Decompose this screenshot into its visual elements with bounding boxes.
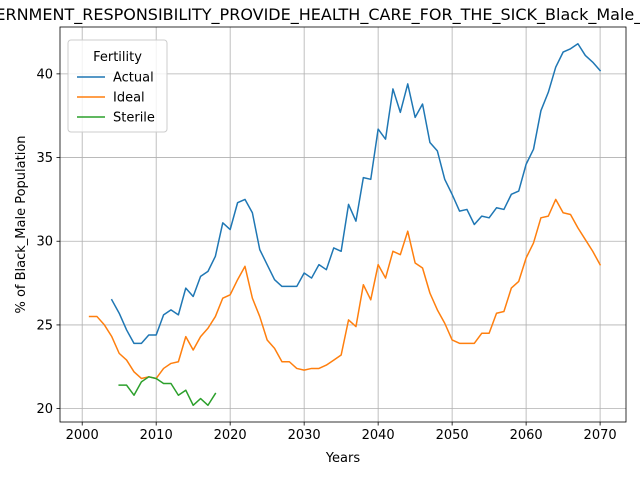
x-tick-label: 2010 [140, 428, 173, 443]
legend-items: Actual Ideal Sterile [77, 71, 155, 126]
x-tick-label: 2070 [584, 428, 617, 443]
legend-label: Ideal [113, 91, 145, 106]
y-tick-label: 30 [36, 235, 53, 250]
x-axis-label: Years [325, 451, 361, 466]
legend-label: Actual [113, 71, 154, 86]
x-tick-label: 2050 [436, 428, 469, 443]
y-tick-label: 35 [36, 151, 53, 166]
y-tick-label: 20 [36, 402, 53, 417]
series-line-actual [110, 42, 602, 345]
x-tick-label: 2040 [362, 428, 395, 443]
legend-box [67, 39, 168, 133]
y-tick-label: 40 [36, 67, 53, 82]
x-tick-label: 2030 [288, 428, 321, 443]
legend-label: Sterile [113, 111, 155, 126]
legend-title: Fertility [93, 50, 142, 65]
series-line-sterile [118, 376, 217, 407]
x-tick-label: 2060 [510, 428, 543, 443]
series-lines [88, 42, 602, 407]
legend: Fertility Actual Ideal Sterile [67, 39, 168, 133]
axis-ticks: 2000 2010 2020 2030 2040 2050 2060 2070 20 25 30 35… [36, 67, 616, 443]
plot-frame [59, 26, 627, 423]
series-line-ideal [88, 198, 602, 380]
y-axis-label: % of Black_Male Population [14, 135, 29, 313]
chart-title: GOVERNMENT_RESPONSIBILITY_PROVIDE_HEALTH… [0, 5, 640, 25]
x-tick-label: 2000 [66, 428, 99, 443]
x-tick-label: 2020 [214, 428, 247, 443]
y-tick-label: 25 [36, 318, 53, 333]
